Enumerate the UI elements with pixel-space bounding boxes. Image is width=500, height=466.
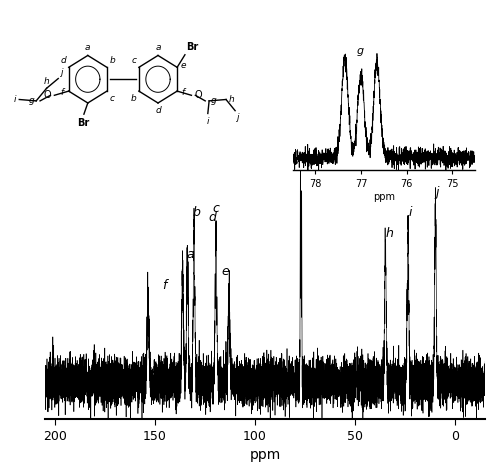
Text: g: g [296, 158, 304, 171]
Text: d: d [60, 55, 66, 64]
Text: a: a [155, 43, 161, 52]
Text: d: d [155, 106, 161, 116]
Text: e: e [180, 62, 186, 70]
Text: b: b [130, 94, 136, 103]
Text: O: O [194, 90, 202, 100]
Text: d: d [208, 211, 216, 224]
Text: i: i [206, 117, 209, 126]
Text: b: b [110, 55, 116, 64]
Text: j: j [236, 114, 239, 123]
Text: g: g [29, 96, 35, 105]
Text: g: g [356, 46, 364, 55]
Text: h: h [44, 76, 50, 85]
Text: c: c [110, 94, 114, 103]
X-axis label: ppm: ppm [250, 448, 280, 462]
Text: O: O [44, 90, 51, 100]
Text: h: h [386, 227, 394, 240]
Text: f: f [182, 88, 185, 97]
Text: f: f [162, 279, 166, 292]
Text: h: h [228, 95, 234, 104]
Text: c: c [212, 202, 219, 215]
Text: *: * [297, 157, 304, 169]
Text: a: a [187, 248, 194, 261]
Text: b: b [192, 206, 200, 219]
X-axis label: ppm: ppm [373, 192, 395, 202]
Text: c: c [132, 55, 136, 64]
Text: f: f [61, 88, 64, 97]
Text: Br: Br [186, 42, 198, 52]
Text: g: g [210, 96, 216, 105]
Text: a: a [85, 43, 90, 52]
Text: i: i [408, 206, 412, 219]
Text: e: e [221, 265, 229, 278]
Text: j: j [60, 68, 62, 77]
Text: Br: Br [77, 118, 89, 128]
Text: j: j [436, 185, 439, 199]
Text: i: i [14, 95, 16, 104]
